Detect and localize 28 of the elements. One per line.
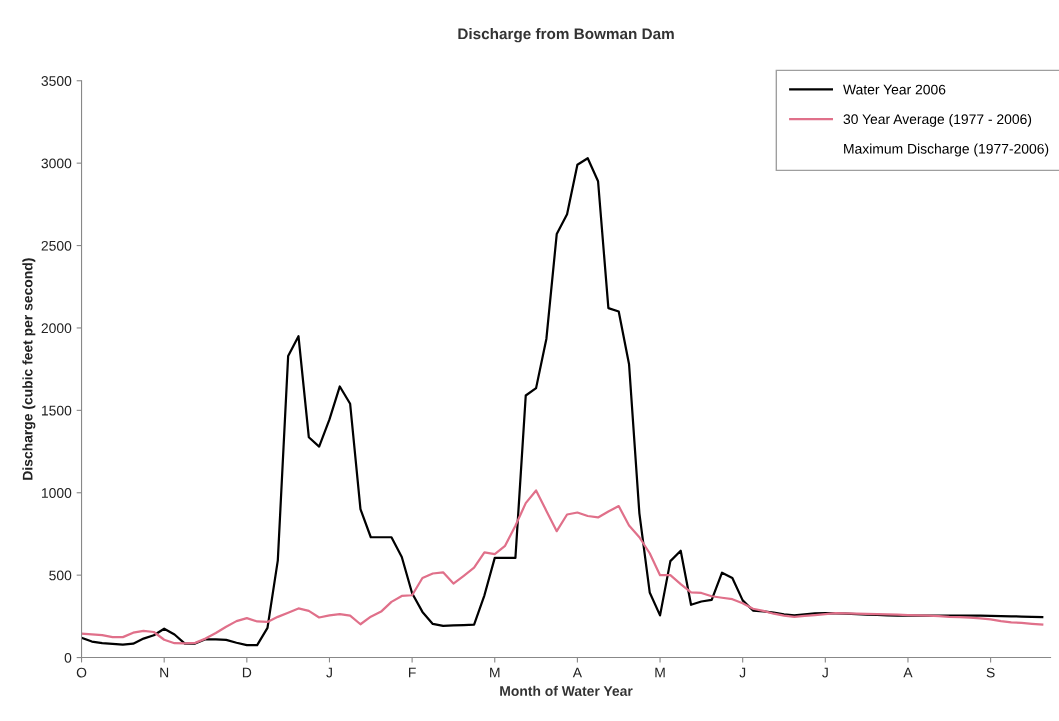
x-tick-label: M xyxy=(655,667,665,678)
line-series xyxy=(81,157,1044,647)
x-tick-label: F xyxy=(409,667,416,678)
x-tick-label: A xyxy=(903,667,913,678)
x-tick-label: S xyxy=(986,667,995,678)
y-axis-title: Discharge (cubic feet per second) xyxy=(22,258,36,480)
y-tick-label: 2000 xyxy=(41,323,72,334)
y-tick-label: 0 xyxy=(64,652,72,663)
line-series xyxy=(81,489,1044,645)
x-tick-label: N xyxy=(160,667,169,678)
x-tick-label: D xyxy=(242,667,252,678)
annotation: Maximum Discharge (1977-2006) xyxy=(844,143,1049,157)
y-tick-label: 500 xyxy=(49,570,72,581)
y-tick-label: 3000 xyxy=(41,158,72,169)
x-tick-label: J xyxy=(326,667,332,678)
y-tick-label: 1000 xyxy=(41,488,72,498)
x-tick-label: M xyxy=(490,667,500,678)
x-tick-label: J xyxy=(822,667,828,678)
chart-title: Discharge from Bowman Dam xyxy=(458,28,674,43)
y-tick-label: 3500 xyxy=(41,76,72,86)
y-tick-label: 1500 xyxy=(41,405,72,416)
x-axis-title: Month of Water Year xyxy=(500,685,633,696)
y-tick-label: 2500 xyxy=(41,240,72,251)
legend-label: Water Year 2006 xyxy=(843,84,946,95)
x-tick-label: A xyxy=(572,667,582,678)
legend-label: 30 Year Average (1977 - 2006) xyxy=(843,113,1032,127)
x-tick-label: J xyxy=(739,667,746,678)
x-tick-label: O xyxy=(76,667,87,678)
